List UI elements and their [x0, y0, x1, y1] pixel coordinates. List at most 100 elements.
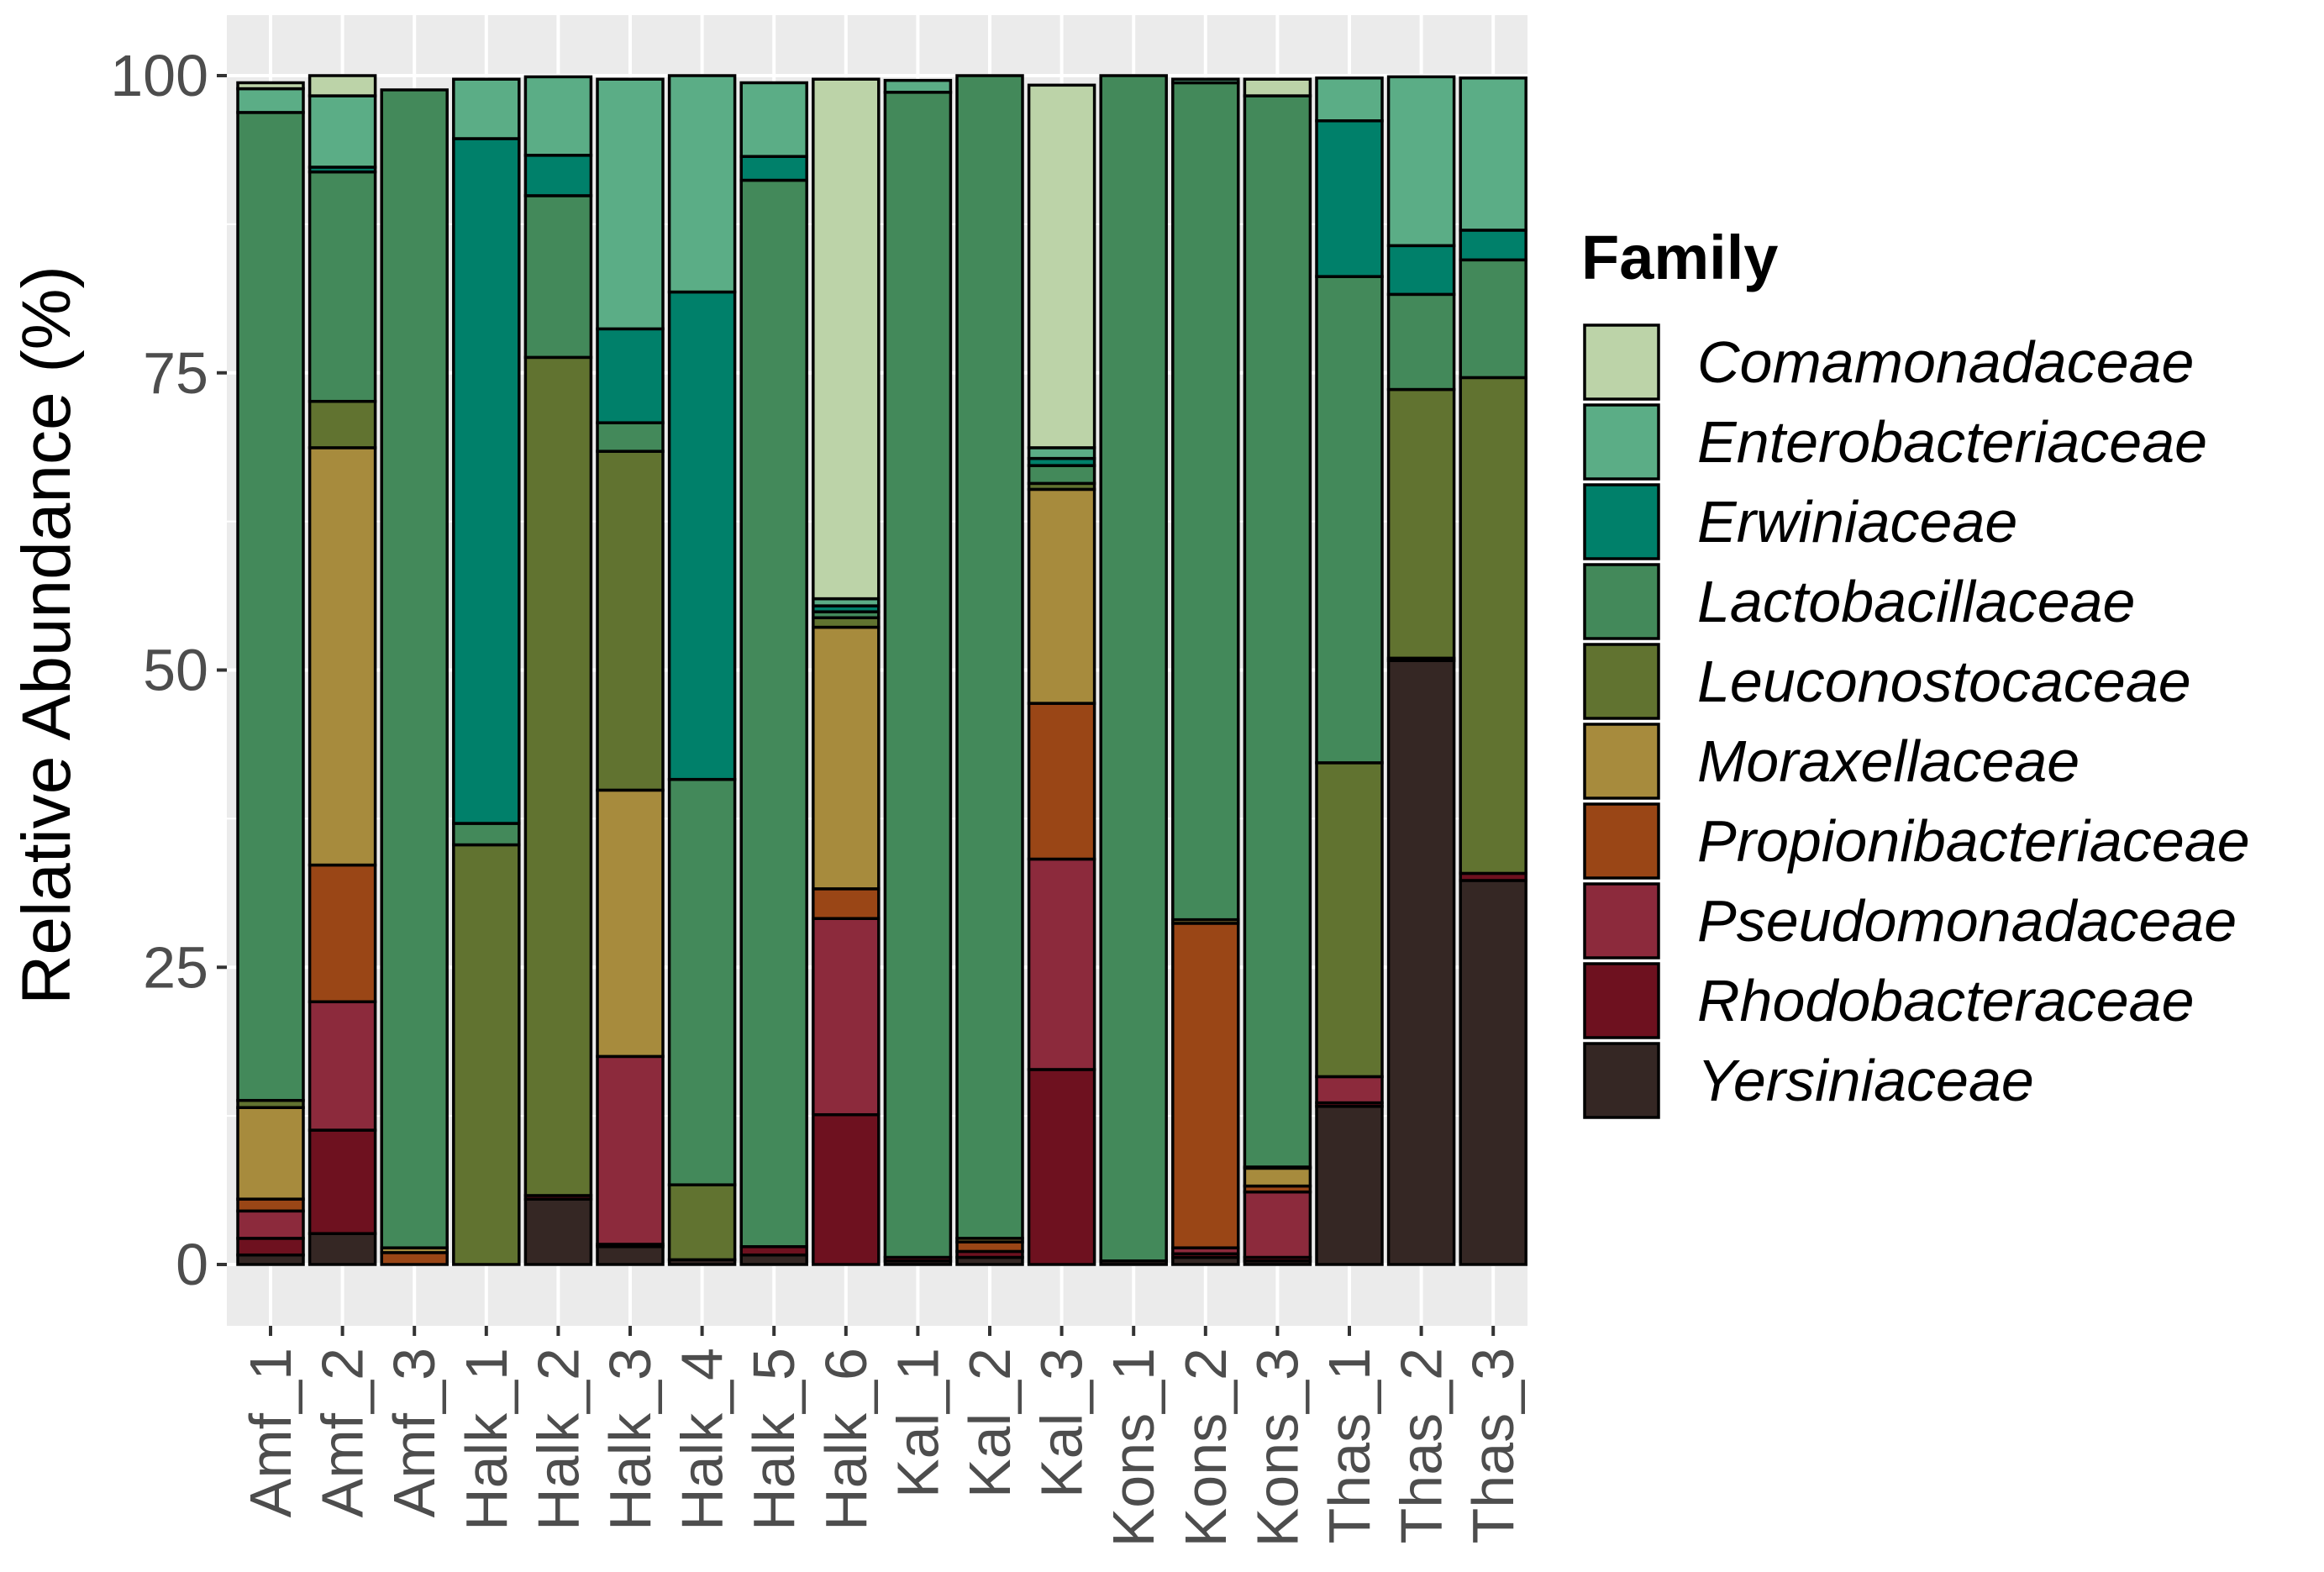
bar-segment-Halk_1-Enterobacteriaceae: [452, 77, 521, 140]
bar-segment-Thas_3-Erwiniaceae: [1459, 229, 1527, 262]
bar-segment-Halk_6-Comamonadaceae: [812, 77, 881, 601]
bar-segment-Halk_6-Propionibacteriaceae: [812, 887, 881, 920]
legend-label: Moraxellaceae: [1697, 728, 2080, 794]
bar-segment-Thas_2-Lactobacillaceae: [1386, 292, 1456, 392]
bar-segment-Kons_2-Propionibacteriaceae: [1171, 922, 1240, 1249]
x-tick-label: Thas_1: [1317, 1348, 1382, 1543]
bar-segment-Thas_1-Erwiniaceae: [1315, 119, 1384, 278]
bar-segment-Amf_2-Yersiniaceae: [308, 1232, 377, 1266]
bar-segment-Kal_3-Enterobacteriaceae: [1027, 446, 1096, 460]
bar-segment-Amf_1-Pseudomonadaceae: [236, 1209, 305, 1240]
bar-segment-Thas_3-Enterobacteriaceae: [1459, 76, 1527, 232]
bar-segment-Amf_2-Propionibacteriaceae: [308, 863, 377, 1004]
bar-segment-Halk_4-Leuconostocaceae: [667, 1183, 737, 1262]
x-tick-label: Amf_1: [238, 1348, 303, 1517]
bar-segment-Halk_1-Erwiniaceae: [452, 137, 521, 825]
bar-segment-Kal_1-Enterobacteriaceae: [883, 78, 953, 94]
bar-segment-Amf_1-Lactobacillaceae: [236, 111, 305, 1102]
legend: Comamonadaceae Enterobacteriaceae Erwiniac…: [1583, 323, 2250, 1119]
legend-key: [1583, 323, 1660, 401]
x-axis: Amf_1 Amf_2 Amf_3 Halk_1 Halk_2 Halk_3 Halk_4 H…: [238, 1326, 1526, 1547]
bar-segment-Halk_3-Yersiniaceae: [596, 1245, 665, 1266]
bar-segment-Halk_3-Enterobacteriaceae: [596, 77, 665, 331]
y-tick-label: 0: [176, 1232, 208, 1297]
legend-label: Lactobacillaceae: [1697, 569, 2135, 634]
bar-segment-Halk_3-Pseudomonadaceae: [596, 1054, 665, 1246]
legend-title: Family: [1581, 223, 1778, 292]
x-tick-label: Halk_6: [813, 1348, 879, 1531]
x-tick-label: Thas_3: [1460, 1348, 1526, 1543]
bar-segment-Amf_2-Lactobacillaceae: [308, 170, 377, 403]
x-tick-label: Kons_1: [1101, 1348, 1166, 1547]
legend-label: Pseudomonadaceae: [1697, 888, 2237, 954]
x-tick-label: Kal_3: [1029, 1348, 1095, 1498]
legend-key: [1583, 403, 1660, 481]
x-tick-label: Halk_3: [597, 1348, 663, 1531]
legend-key: [1583, 882, 1660, 959]
x-tick-label: Kal_1: [885, 1348, 950, 1498]
bar-segment-Halk_2-Enterobacteriaceae: [523, 75, 593, 157]
x-tick-label: Amf_2: [310, 1348, 376, 1517]
x-tick-label: Halk_2: [525, 1348, 591, 1531]
bar-segment-Thas_2-Yersiniaceae: [1386, 659, 1456, 1266]
bar-segment-Thas_1-Leuconostocaceae: [1315, 761, 1384, 1079]
y-axis: 0 25 50 75 100: [110, 43, 227, 1297]
bar-segment-Halk_3-Moraxellaceae: [596, 788, 665, 1059]
bar-segment-Amf_1-Comamonadaceae: [236, 81, 305, 91]
x-tick-label: Kons_3: [1244, 1348, 1310, 1547]
bar-segment-Thas_2-Erwiniaceae: [1386, 244, 1456, 297]
legend-key: [1583, 723, 1660, 800]
bar-segment-Amf_1-Enterobacteriaceae: [236, 87, 305, 114]
bar-segment-Halk_5-Lactobacillaceae: [739, 178, 808, 1249]
bar-segment-Thas_3-Leuconostocaceae: [1459, 376, 1527, 875]
legend-key: [1583, 802, 1660, 880]
x-tick-label: Kal_2: [957, 1348, 1023, 1498]
bar-segment-Kal_3-Comamonadaceae: [1027, 83, 1096, 450]
bar-segment-Halk_3-Lactobacillaceae: [596, 421, 665, 453]
bar-segment-Thas_3-Lactobacillaceae: [1459, 258, 1527, 380]
y-tick-label: 50: [143, 638, 208, 703]
x-tick-label: Amf_3: [381, 1348, 447, 1517]
bar-segment-Kal_3-Moraxellaceae: [1027, 487, 1096, 705]
bar-segment-Kal_1-Lactobacillaceae: [883, 91, 953, 1259]
bar-segment-Amf_1-Propionibacteriaceae: [236, 1197, 305, 1213]
bar-segment-Halk_1-Leuconostocaceae: [452, 843, 521, 1266]
legend-key: [1583, 1042, 1660, 1119]
bar-segment-Halk_6-Rhodobacteraceae: [812, 1112, 881, 1266]
legend-label: Rhodobacteraceae: [1697, 968, 2195, 1033]
bar-segment-Amf_1-Rhodobacteraceae: [236, 1237, 305, 1257]
bars: [236, 74, 1527, 1266]
bar-segment-Kal_3-Pseudomonadaceae: [1027, 857, 1096, 1071]
bar-segment-Halk_2-Erwiniaceae: [523, 154, 593, 197]
bar-segment-Thas_2-Leuconostocaceae: [1386, 387, 1456, 660]
bar-segment-Amf_2-Comamonadaceae: [308, 74, 377, 97]
legend-key: [1583, 962, 1660, 1039]
bar-segment-Halk_5-Enterobacteriaceae: [739, 81, 808, 158]
bar-segment-Kons_3-Pseudomonadaceae: [1243, 1190, 1312, 1259]
legend-label: Propionibacteriaceae: [1697, 808, 2250, 874]
bar-segment-Kons_3-Lactobacillaceae: [1243, 94, 1312, 1169]
bar-segment-Thas_1-Enterobacteriaceae: [1315, 76, 1384, 123]
bar-segment-Halk_5-Erwiniaceae: [739, 155, 808, 182]
bar-segment-Halk_6-Moraxellaceae: [812, 625, 881, 891]
bar-segment-Halk_6-Pseudomonadaceae: [812, 917, 881, 1117]
bar-segment-Halk_2-Yersiniaceae: [523, 1197, 593, 1266]
legend-label: Comamonadaceae: [1697, 329, 2194, 395]
y-tick-label: 25: [143, 934, 208, 1000]
x-tick-label: Kons_2: [1173, 1348, 1238, 1547]
y-tick-label: 100: [110, 43, 208, 108]
y-axis-title: Relative Abundance (%): [8, 266, 85, 1005]
bar-segment-Thas_1-Lactobacillaceae: [1315, 275, 1384, 765]
bar-segment-Amf_2-Moraxellaceae: [308, 446, 377, 867]
bar-segment-Halk_3-Leuconostocaceae: [596, 450, 665, 792]
bar-segment-Kal_3-Rhodobacteraceae: [1027, 1068, 1096, 1266]
bar-segment-Kons_3-Moraxellaceae: [1243, 1166, 1312, 1188]
legend-label: Erwiniaceae: [1697, 489, 2017, 555]
bar-segment-Amf_3-Propionibacteriaceae: [380, 1251, 449, 1266]
bar-segment-Halk_4-Erwiniaceae: [667, 290, 737, 781]
x-tick-label: Thas_2: [1389, 1348, 1454, 1543]
y-tick-label: 75: [143, 340, 208, 406]
bar-segment-Thas_1-Pseudomonadaceae: [1315, 1075, 1384, 1105]
x-tick-label: Halk_4: [670, 1348, 735, 1531]
